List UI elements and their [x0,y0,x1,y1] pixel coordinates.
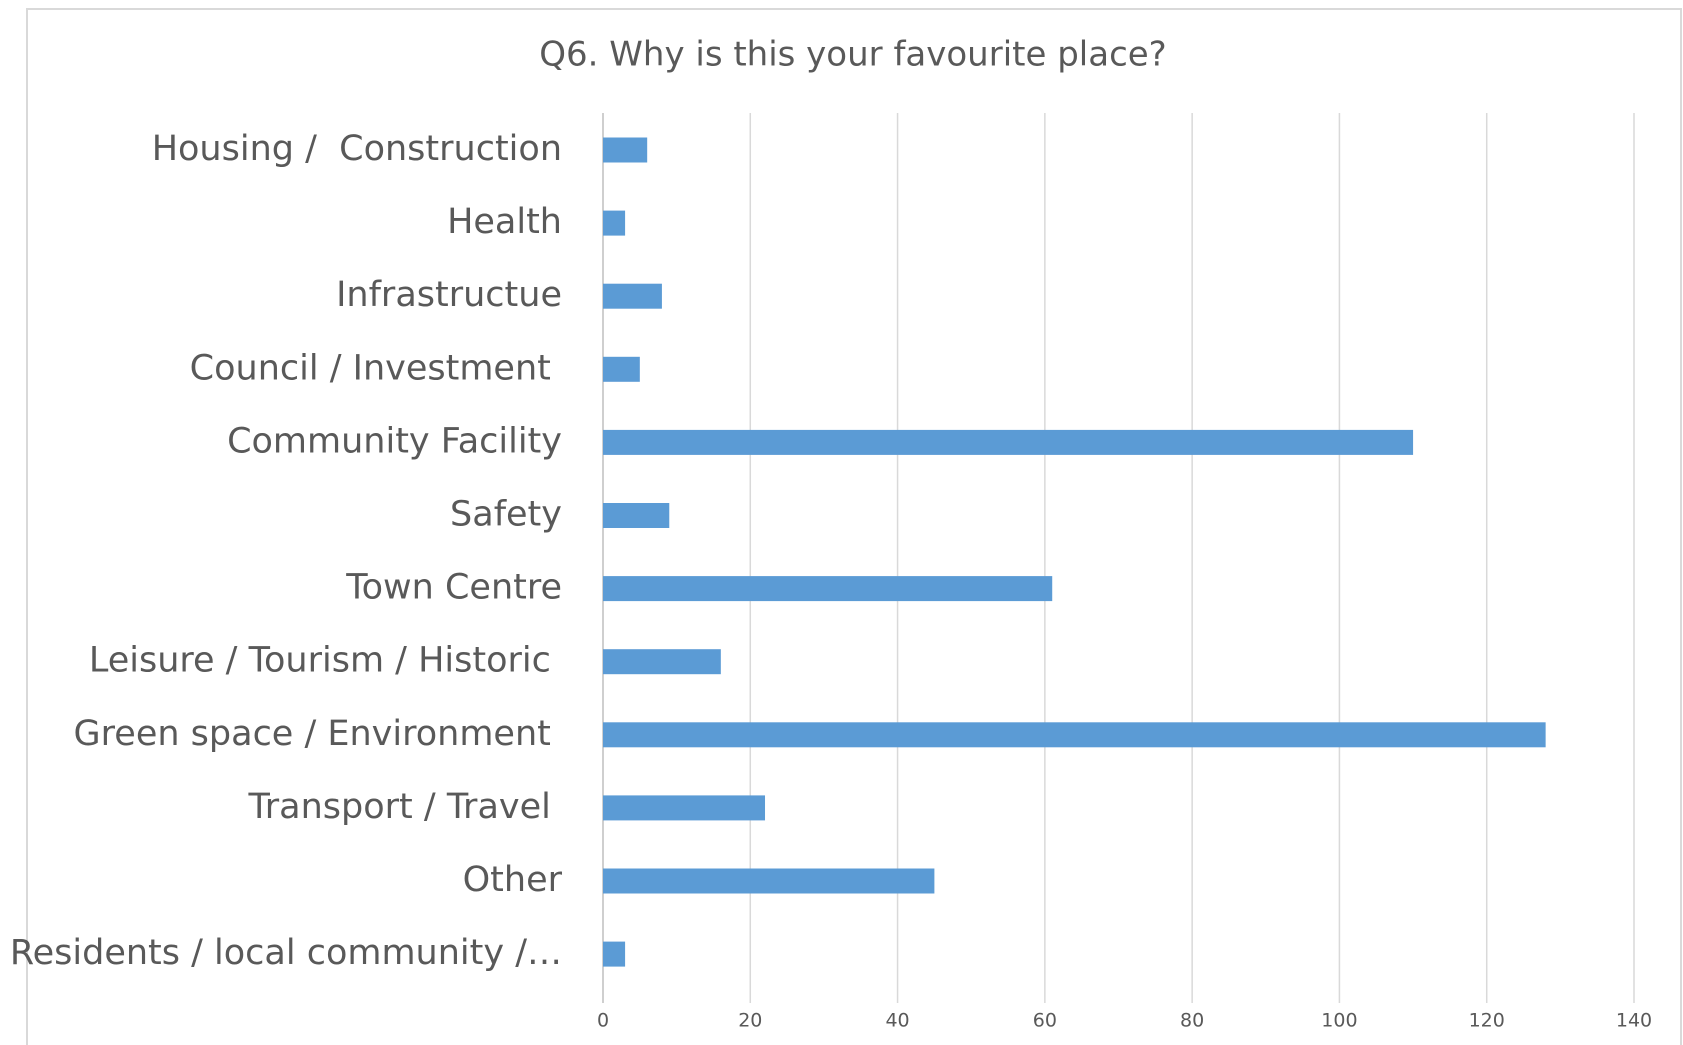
bar [603,137,648,163]
bar [603,795,766,821]
y-tick-label: Council / Investment [190,348,562,388]
x-tick-label: 140 [1616,1010,1652,1032]
bar [603,868,935,894]
bar [603,503,670,528]
y-tick-label: Health [447,202,562,242]
y-tick-label: Green space / Environment [74,714,562,754]
y-tick-label: Other [463,860,563,900]
y-tick-label: Infrastructue [336,275,562,315]
bar [603,576,1053,602]
x-tick-label: 0 [597,1010,609,1032]
y-tick-label: Transport / Travel [248,787,562,827]
y-tick-label: Town Centre [345,568,562,608]
bar [603,283,662,309]
y-tick-label: Community Facility [227,421,562,461]
x-tick-label: 20 [738,1010,762,1032]
y-tick-label: Leisure / Tourism / Historic [89,641,562,681]
bar [603,429,1414,455]
y-tick-label: Residents / local community /… [10,933,562,973]
x-tick-label: 80 [1180,1010,1204,1032]
x-tick-label: 120 [1469,1010,1505,1032]
x-tick-label: 100 [1321,1010,1357,1032]
bar [603,941,626,967]
y-tick-label: Safety [450,495,562,535]
y-tick-label: Housing / Construction [152,129,562,169]
bar [603,649,721,675]
bar [603,722,1546,748]
x-tick-label: 40 [885,1010,909,1032]
bar [603,356,640,382]
bar [603,210,626,236]
chart-title: Q6. Why is this your favourite place? [539,35,1166,75]
x-tick-label: 60 [1033,1010,1057,1032]
